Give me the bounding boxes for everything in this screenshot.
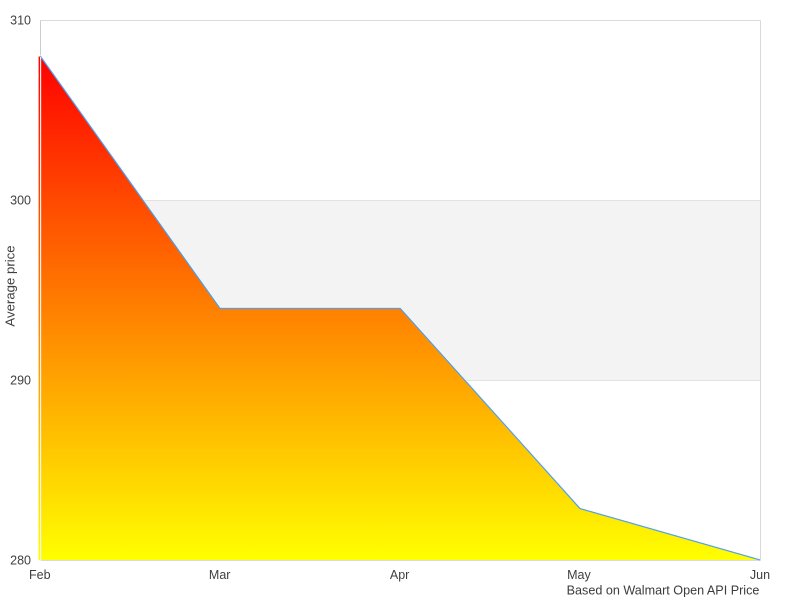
svg-text:Based on Walmart Open API Pric: Based on Walmart Open API Price [567, 583, 760, 597]
svg-text:300: 300 [10, 194, 31, 208]
svg-text:Average price: Average price [3, 245, 18, 326]
svg-text:290: 290 [10, 374, 31, 388]
svg-text:May: May [567, 568, 591, 582]
svg-text:Jun: Jun [750, 568, 770, 582]
svg-text:Apr: Apr [390, 568, 409, 582]
svg-text:310: 310 [10, 14, 31, 28]
svg-text:Feb: Feb [29, 568, 51, 582]
svg-text:280: 280 [10, 554, 31, 568]
svg-text:Mar: Mar [209, 568, 231, 582]
